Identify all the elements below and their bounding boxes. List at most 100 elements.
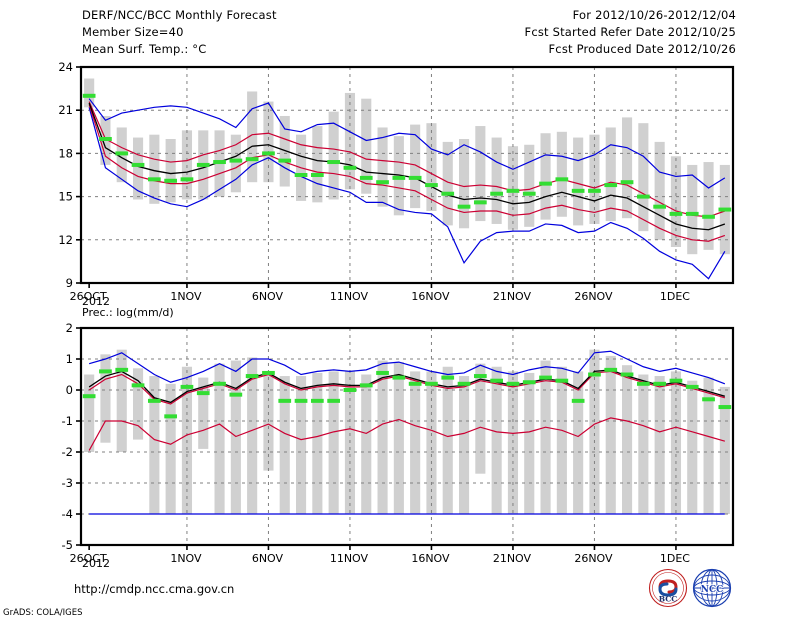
median-marker bbox=[115, 367, 129, 372]
inner-lower-line bbox=[88, 417, 726, 451]
range-bar bbox=[687, 164, 698, 255]
median-marker bbox=[571, 398, 585, 403]
precipitation-axis-title: Prec.: log(mm/d) bbox=[82, 306, 174, 319]
range-bar bbox=[393, 136, 404, 216]
median-marker bbox=[653, 381, 666, 386]
range-bar bbox=[149, 376, 160, 514]
range-bar bbox=[100, 354, 111, 443]
median-marker bbox=[669, 211, 683, 216]
median-marker bbox=[425, 183, 438, 188]
range-bar bbox=[459, 139, 470, 229]
range-bar bbox=[393, 362, 404, 514]
plot-frame bbox=[79, 65, 735, 285]
median-marker bbox=[718, 207, 732, 212]
range-bar bbox=[719, 386, 730, 514]
range-bar bbox=[214, 363, 225, 514]
median-marker bbox=[636, 381, 650, 386]
range-bar bbox=[84, 78, 95, 108]
forecast-produced-label: Fcst Produced Date 2012/10/26 bbox=[548, 42, 736, 56]
median-marker bbox=[180, 384, 194, 389]
grads-credit: GrADS: COLA/IGES bbox=[3, 608, 83, 618]
median-marker bbox=[457, 381, 471, 386]
y-tick-label: -1 bbox=[62, 414, 73, 428]
median-marker bbox=[506, 381, 520, 386]
x-tick-label: 1DEC bbox=[660, 552, 690, 565]
range-bar bbox=[524, 144, 535, 227]
median-marker bbox=[604, 367, 618, 372]
footer-url[interactable]: http://cmdp.ncc.cma.gov.cn bbox=[74, 582, 235, 596]
mean-line bbox=[88, 102, 726, 231]
range-bar bbox=[312, 126, 323, 203]
median-marker bbox=[343, 388, 357, 392]
range-bar bbox=[312, 372, 323, 514]
y-tick-label: 21 bbox=[58, 103, 73, 117]
ncc-logo: NCC bbox=[692, 568, 732, 608]
range-bar bbox=[328, 111, 339, 200]
bcc-logo: BCC bbox=[648, 568, 688, 608]
median-marker bbox=[131, 383, 145, 388]
median-marker bbox=[718, 405, 732, 410]
median-marker bbox=[294, 398, 308, 403]
range-bar bbox=[377, 127, 388, 207]
range-bar bbox=[491, 137, 502, 224]
range-bar bbox=[247, 357, 258, 514]
range-bar bbox=[524, 372, 535, 514]
median-marker bbox=[522, 191, 536, 196]
range-bar bbox=[263, 101, 274, 183]
median-marker bbox=[82, 394, 96, 399]
y-tick-label: -5 bbox=[62, 538, 73, 552]
x-tick-label: 1DEC bbox=[660, 290, 690, 303]
forecast-period-label: For 2012/10/26-2012/12/04 bbox=[572, 8, 736, 22]
y-tick-label: 1 bbox=[66, 352, 73, 366]
median-marker bbox=[229, 158, 243, 163]
median-marker bbox=[539, 181, 552, 186]
range-bar bbox=[361, 98, 372, 194]
year-label-bottom: 2012 bbox=[82, 557, 110, 570]
median-marker bbox=[620, 372, 634, 377]
range-bar bbox=[703, 377, 714, 514]
y-tick-label: 12 bbox=[58, 233, 73, 247]
range-bar bbox=[181, 130, 193, 200]
median-marker bbox=[180, 177, 194, 182]
median-marker bbox=[147, 177, 161, 182]
median-marker bbox=[588, 372, 601, 377]
median-marker bbox=[196, 162, 210, 167]
range-bar bbox=[605, 355, 616, 514]
range-bar bbox=[84, 374, 95, 452]
median-marker bbox=[147, 398, 161, 403]
median-marker bbox=[294, 173, 308, 177]
median-marker bbox=[588, 188, 601, 193]
inner-upper-line bbox=[88, 370, 726, 405]
range-bar bbox=[589, 349, 600, 514]
range-bar bbox=[247, 91, 258, 183]
median-marker bbox=[164, 414, 177, 419]
median-marker bbox=[82, 93, 96, 98]
median-marker bbox=[457, 204, 471, 209]
range-bar bbox=[654, 376, 665, 514]
median-marker bbox=[196, 391, 210, 396]
median-marker bbox=[392, 375, 406, 380]
y-tick-label: 2 bbox=[66, 321, 73, 335]
range-bar bbox=[279, 115, 290, 187]
x-tick-label: 21NOV bbox=[493, 290, 532, 303]
x-tick-label: 21NOV bbox=[493, 552, 532, 565]
median-marker bbox=[359, 383, 373, 388]
median-marker bbox=[262, 370, 275, 375]
median-marker bbox=[571, 188, 585, 193]
median-marker bbox=[131, 162, 145, 167]
median-marker bbox=[392, 175, 406, 180]
x-tick-label: 26OCT bbox=[70, 290, 107, 303]
variable-label-top: Mean Surf. Temp.: °C bbox=[82, 42, 207, 56]
y-tick-label: -2 bbox=[62, 445, 73, 459]
range-bar bbox=[638, 123, 649, 232]
range-bar bbox=[165, 139, 176, 203]
range-bar bbox=[475, 363, 486, 474]
range-bar bbox=[540, 133, 551, 220]
median-marker bbox=[555, 378, 569, 383]
median-marker bbox=[441, 375, 455, 380]
range-bar bbox=[442, 141, 453, 226]
inner-lower-line bbox=[88, 104, 726, 242]
range-bar bbox=[165, 383, 176, 514]
x-tick-label: 6NOV bbox=[252, 552, 284, 565]
